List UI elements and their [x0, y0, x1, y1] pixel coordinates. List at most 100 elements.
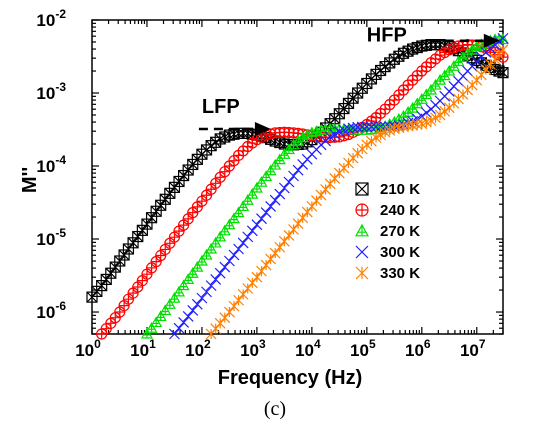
annotation-lfp: LFP	[198, 96, 271, 136]
data-point	[497, 67, 509, 79]
x-tick-label: 103	[240, 337, 266, 360]
annotations: LFP HFP	[198, 25, 500, 136]
data-point	[361, 121, 373, 133]
data-point	[246, 277, 258, 289]
data-point	[283, 229, 295, 241]
data-point	[366, 121, 377, 133]
data-point	[315, 189, 327, 201]
data-point	[228, 300, 240, 312]
data-point	[375, 121, 386, 133]
x-tick-label: 107	[460, 337, 486, 360]
series-210k	[86, 39, 509, 303]
legend-label: 330 K	[380, 265, 420, 282]
data-point	[178, 317, 190, 328]
data-point	[320, 184, 332, 195]
data-point	[210, 273, 222, 285]
data-point	[288, 224, 299, 235]
data-point	[223, 255, 235, 267]
data-point	[219, 261, 231, 273]
y-axis-title: M''	[19, 167, 41, 193]
x-tick-label: 104	[295, 337, 321, 360]
data-point	[343, 123, 354, 135]
series-240k	[96, 39, 509, 340]
data-point	[173, 175, 185, 188]
data-point	[352, 121, 364, 133]
data-point	[274, 188, 286, 200]
data-point	[439, 105, 451, 117]
legend-item: 210 K	[355, 181, 420, 198]
data-point	[260, 207, 272, 219]
data-point	[233, 294, 244, 306]
data-point	[205, 280, 217, 292]
data-point	[292, 164, 304, 176]
data-point	[278, 235, 290, 247]
data-point	[228, 249, 240, 261]
x-tick-label: 105	[350, 337, 376, 360]
x-tick-label: 106	[405, 337, 431, 360]
arrowhead-icon	[483, 33, 500, 48]
data-point	[278, 182, 290, 194]
data-point	[260, 259, 272, 271]
data-point	[274, 241, 286, 253]
data-point	[246, 225, 258, 237]
x-tick-label: 102	[185, 337, 211, 360]
annotation-label: LFP	[202, 96, 240, 118]
data-point	[366, 135, 377, 147]
data-point	[297, 212, 309, 224]
data-point	[237, 237, 249, 249]
data-point	[182, 311, 194, 322]
data-point	[301, 206, 313, 218]
x-tick-label: 101	[130, 337, 156, 360]
data-point	[214, 317, 226, 329]
data-point	[497, 32, 509, 44]
data-point	[265, 200, 277, 212]
legend-item: 330 K	[355, 265, 420, 282]
data-point	[251, 219, 263, 231]
data-point	[191, 298, 203, 310]
legend-item: 240 K	[355, 202, 420, 219]
data-point	[497, 44, 509, 56]
legend-item: 300 K	[355, 244, 420, 261]
data-point	[242, 283, 254, 294]
y-tick-labels: 10-610-510-410-310-2	[36, 7, 66, 322]
y-tick-label: 10-3	[36, 80, 66, 103]
data-point	[219, 312, 231, 324]
data-point	[169, 328, 180, 340]
data-point	[347, 122, 359, 134]
x-axis-title: Frequency (Hz)	[218, 367, 362, 389]
data-point	[114, 255, 126, 267]
data-point	[256, 265, 267, 277]
arrowhead-icon	[254, 121, 271, 136]
legend-item: 270 K	[354, 223, 420, 240]
axis-ticks	[91, 19, 504, 335]
series-300k	[169, 32, 509, 340]
annotation-hfp: HFP	[367, 25, 500, 48]
data-point	[118, 249, 130, 261]
data-point	[434, 109, 446, 121]
data-point	[265, 253, 277, 265]
data-point	[233, 243, 244, 255]
data-point	[269, 158, 282, 170]
data-point	[237, 288, 249, 300]
data-point	[288, 170, 299, 182]
y-tick-label: 10-2	[36, 7, 66, 30]
data-point	[361, 139, 373, 151]
data-point	[256, 213, 267, 225]
legend-label: 270 K	[380, 223, 420, 240]
x-tick-labels: 100 101 102 103 104 105 106 107	[75, 337, 486, 360]
data-point	[187, 305, 199, 316]
data-point	[201, 286, 212, 298]
data-point	[292, 218, 304, 230]
x-tick-label: 100	[75, 337, 101, 360]
data-point	[223, 306, 235, 318]
data-point	[251, 271, 263, 283]
series-270k	[140, 33, 510, 339]
plot-frame	[91, 19, 504, 335]
data-point	[269, 247, 281, 259]
y-tick-label: 10-6	[36, 299, 66, 322]
data-point	[370, 121, 382, 133]
figure-caption: (c)	[263, 398, 287, 420]
series-330k	[205, 44, 509, 340]
legend-label: 210 K	[380, 181, 420, 198]
data-point	[196, 292, 208, 304]
